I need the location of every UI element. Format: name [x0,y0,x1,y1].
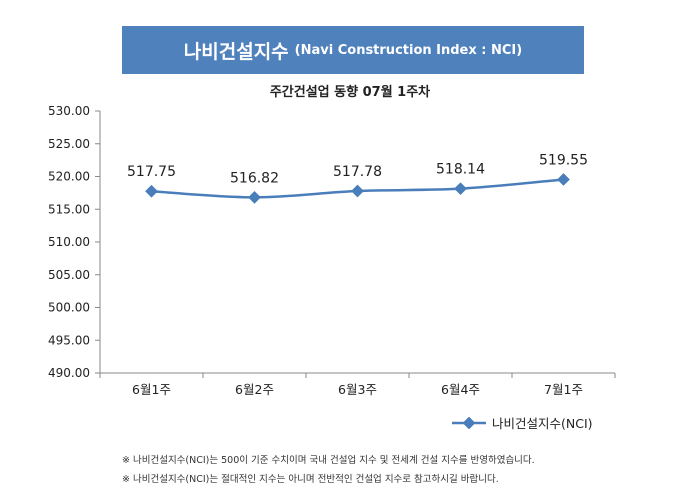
chart-banner: 나비건설지수 (Navi Construction Index : NCI) [122,26,584,74]
legend-marker [452,416,486,429]
y-tick-label: 510.00 [48,235,90,249]
y-tick-label: 515.00 [48,202,90,216]
x-tick-label: 6월2주 [235,382,274,397]
x-tick-label: 6월3주 [338,382,377,397]
x-tick-label: 6월4주 [441,382,480,397]
chart-title: 주간건설업 동향 07월 1주차 [269,85,431,100]
y-tick-label: 520.00 [48,170,90,184]
data-point [557,173,570,186]
y-tick-label: 505.00 [48,268,90,282]
footnote-1: ※ 나비건설지수(NCI)는 500이 기준 수치이며 국내 건설업 지수 및 … [122,455,535,466]
x-tick-label: 7월1주 [544,382,583,397]
chart-legend: 나비건설지수(NCI) [452,413,593,432]
data-label: 519.55 [539,152,588,168]
data-point [454,182,467,196]
data-point [351,184,364,198]
y-tick-label: 525.00 [48,137,90,151]
y-axis-ticks: 530.00 525.00 520.00 515.00 510.00 505.00 500.… [48,104,100,380]
y-tick-label: 490.00 [48,366,90,380]
data-label: 517.75 [127,164,176,180]
y-tick-label: 530.00 [48,104,90,118]
series-nci: 517.75 516.82 517.78 518.14 519.55 [127,152,588,204]
banner-title: 나비건설지수 [183,40,289,63]
x-axis-ticks: 6월1주 6월2주 6월3주 6월4주 7월1주 [99,373,616,397]
data-label: 518.14 [436,162,485,178]
chart-axes [99,111,615,374]
x-tick-label: 6월1주 [132,382,171,397]
y-tick-label: 500.00 [48,301,90,315]
data-point [145,184,158,198]
data-point [248,190,261,204]
data-label: 516.82 [230,170,279,186]
y-tick-label: 495.00 [48,333,90,347]
data-label: 517.78 [333,164,382,180]
legend-label: 나비건설지수(NCI) [492,416,593,431]
footnote-2: ※ 나비건설지수(NCI)는 절대적인 지수는 아니며 전반적인 건설업 지수로… [122,474,499,485]
banner-subtitle: (Navi Construction Index : NCI) [294,42,523,58]
